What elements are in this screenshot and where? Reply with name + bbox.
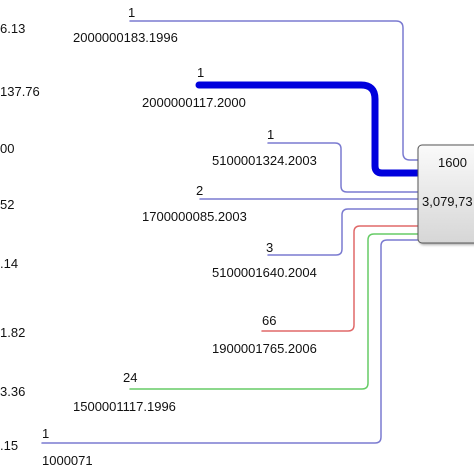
- flow-label: 1700000085.2003: [142, 209, 247, 224]
- flow-count: 24: [123, 370, 137, 385]
- flow-count: 66: [262, 313, 276, 328]
- flow-count: 1: [128, 5, 135, 20]
- flow-connector: [261, 225, 419, 332]
- flow-connectors: [41, 20, 422, 444]
- flow-label: 5100001640.2004: [212, 265, 317, 280]
- flow-label: 1000071: [42, 453, 93, 468]
- left-value: .14: [0, 256, 18, 271]
- flow-count: 1: [42, 426, 49, 441]
- target-node[interactable]: 1600 3,079,73: [417, 144, 474, 244]
- flow-label: 2000000117.2000: [142, 95, 246, 110]
- left-value: 52: [0, 197, 14, 212]
- flow-connector: [41, 239, 419, 444]
- target-count: 1600: [438, 155, 467, 170]
- flow-connector: [129, 20, 419, 161]
- flow-connector: [195, 81, 422, 177]
- flow-count: 1: [197, 65, 204, 80]
- target-box[interactable]: [417, 144, 474, 244]
- left-value: 1.82: [0, 325, 25, 340]
- flow-label: 5100001324.2003: [212, 153, 317, 168]
- flow-count: 3: [266, 240, 273, 255]
- left-value: 6.13: [0, 21, 25, 36]
- flow-count: 2: [196, 183, 203, 198]
- target-value: 3,079,73: [422, 194, 473, 209]
- flow-label: 1500001117.1996: [73, 399, 176, 414]
- flow-connector: [267, 208, 419, 256]
- left-value: 3.36: [0, 384, 25, 399]
- flow-labels: 1 2000000183.1996 1 2000000117.2000 1 51…: [42, 5, 317, 468]
- flow-connector: [267, 142, 419, 193]
- flow-label: 1900001765.2006: [212, 341, 317, 356]
- flow-connector: [129, 233, 419, 390]
- flow-count: 1: [267, 127, 274, 142]
- flow-label: 2000000183.1996: [73, 30, 178, 45]
- left-value: 00: [0, 141, 14, 156]
- left-value: .15: [0, 438, 18, 453]
- left-values: 6.13 137.76 00 52 .14 1.82 3.36 .15: [0, 21, 40, 453]
- left-value: 137.76: [0, 84, 40, 99]
